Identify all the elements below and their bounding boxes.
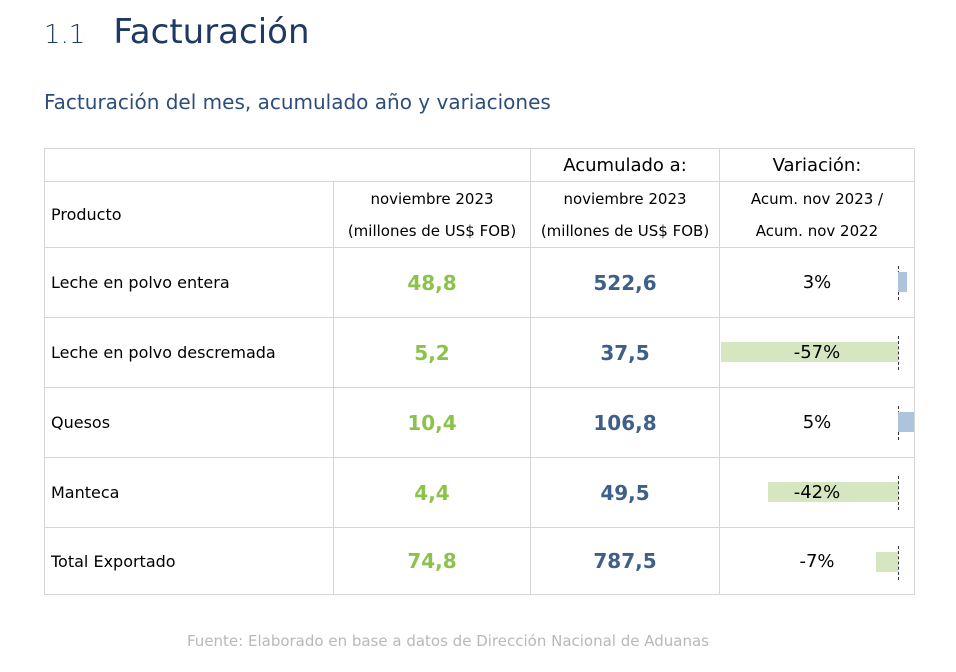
header-row-top: Acumulado a: Variación: (44, 148, 915, 182)
product-name: Leche en polvo entera (44, 247, 334, 318)
variation-axis (898, 336, 899, 370)
header-month: noviembre 2023 (millones de US$ FOB) (333, 181, 531, 248)
variation-bar (721, 342, 898, 362)
table-row: Leche en polvo descremada 5,2 37,5 -57% (44, 317, 915, 388)
variation-cell: 3% (719, 247, 915, 318)
variation-value: -57% (793, 342, 841, 363)
variation-cell: -57% (719, 317, 915, 388)
variation-value: 3% (802, 272, 832, 293)
header-month-line1: noviembre 2023 (370, 189, 494, 208)
table-row: Manteca 4,4 49,5 -42% (44, 457, 915, 528)
table-row: Quesos 10,4 106,8 5% (44, 387, 915, 458)
product-name: Manteca (44, 457, 334, 528)
month-value: 5,2 (333, 317, 531, 388)
source-note: Fuente: Elaborado en base a datos de Dir… (187, 632, 709, 650)
acum-value: 522,6 (530, 247, 720, 318)
month-value: 48,8 (333, 247, 531, 318)
product-name: Total Exportado (44, 527, 334, 595)
acum-value: 106,8 (530, 387, 720, 458)
acum-value: 37,5 (530, 317, 720, 388)
header-variation-line2: Acum. nov 2022 (755, 221, 879, 240)
month-value: 10,4 (333, 387, 531, 458)
header-acum-line2: (millones de US$ FOB) (540, 221, 710, 240)
variation-value: -42% (793, 482, 841, 503)
acum-value: 49,5 (530, 457, 720, 528)
variation-bar (898, 412, 914, 432)
billing-table: Acumulado a: Variación: Producto noviemb… (44, 148, 915, 595)
month-value: 74,8 (333, 527, 531, 595)
variation-axis (898, 476, 899, 510)
header-row-sub: Producto noviembre 2023 (millones de US$… (44, 181, 915, 248)
header-product: Producto (44, 181, 334, 248)
header-variation-title: Variación: (719, 148, 915, 182)
variation-value: -7% (799, 550, 835, 572)
table-row-total: Total Exportado 74,8 787,5 -7% (44, 527, 915, 595)
product-name: Leche en polvo descremada (44, 317, 334, 388)
header-acum-title: Acumulado a: (530, 148, 720, 182)
variation-cell: -42% (719, 457, 915, 528)
product-name: Quesos (44, 387, 334, 458)
table-row: Leche en polvo entera 48,8 522,6 3% (44, 247, 915, 318)
header-variation-line1: Acum. nov 2023 / (750, 189, 884, 208)
header-month-line2: (millones de US$ FOB) (347, 221, 517, 240)
variation-bar (898, 272, 908, 292)
variation-cell: 5% (719, 387, 915, 458)
acum-value: 787,5 (530, 527, 720, 595)
variation-value: 5% (802, 412, 832, 433)
section-title: Facturación (113, 12, 310, 52)
variation-bar (767, 482, 898, 502)
table-subtitle: Facturación del mes, acumulado año y var… (44, 90, 551, 114)
header-acum-line1: noviembre 2023 (563, 189, 687, 208)
variation-bar (876, 552, 898, 572)
section-heading: 1.1 Facturación (44, 12, 310, 52)
variation-axis (898, 546, 899, 580)
header-variation: Acum. nov 2023 / Acum. nov 2022 (719, 181, 915, 248)
header-blank-cell (44, 148, 531, 182)
section-number: 1.1 (44, 20, 86, 50)
month-value: 4,4 (333, 457, 531, 528)
variation-cell: -7% (719, 527, 915, 595)
header-acum: noviembre 2023 (millones de US$ FOB) (530, 181, 720, 248)
